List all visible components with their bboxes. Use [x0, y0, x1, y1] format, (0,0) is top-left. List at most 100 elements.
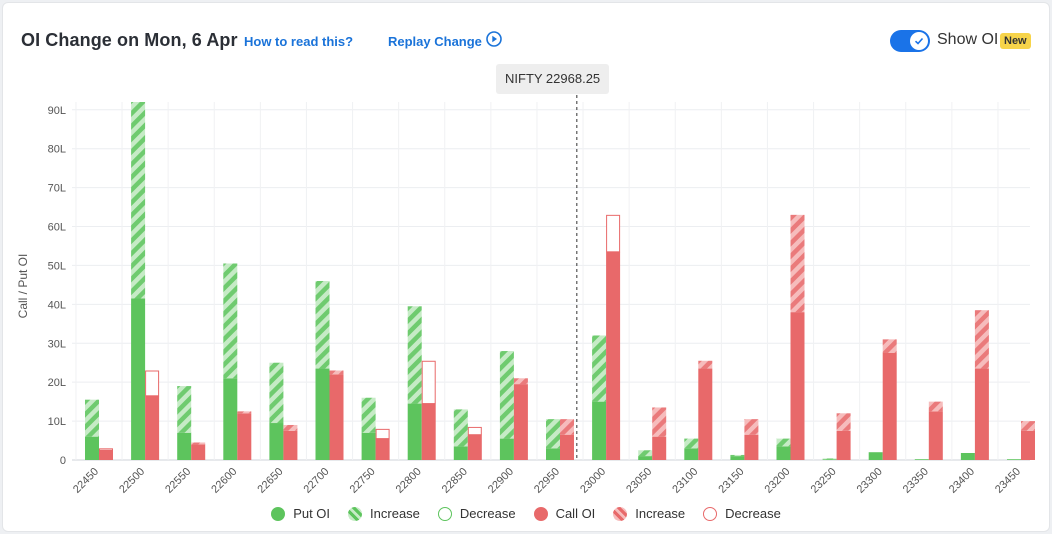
x-tick-label: 22900: [486, 466, 516, 496]
put-increase-bar: [177, 386, 192, 433]
play-circle-icon[interactable]: [486, 31, 502, 47]
call-increase-bar: [836, 413, 851, 431]
x-tick-label: 22450: [71, 466, 101, 496]
x-tick-label: 22950: [532, 466, 562, 496]
put-decrease-swatch-icon: [437, 506, 452, 521]
call-oi-bar: [1021, 430, 1035, 460]
y-tick-label: 30L: [48, 338, 66, 350]
x-tick-label: 22500: [117, 466, 147, 496]
y-tick-label: 0: [60, 455, 66, 467]
call-oi-bar: [652, 436, 667, 460]
call-increase-swatch-icon: [613, 506, 628, 521]
legend-label: Decrease: [725, 506, 781, 521]
put-oi-bar: [177, 432, 192, 460]
legend-label: Increase: [370, 506, 420, 521]
x-tick-label: 23150: [716, 466, 746, 496]
call-increase-bar: [652, 407, 667, 437]
x-tick-label: 23000: [578, 466, 608, 496]
x-tick-label: 23450: [993, 466, 1023, 496]
put-oi-bar: [453, 446, 468, 460]
put-increase-bar: [730, 454, 745, 457]
y-tick-label: 10L: [48, 416, 66, 428]
how-to-read-link[interactable]: How to read this?: [244, 34, 354, 49]
put-increase-swatch-icon: [348, 506, 363, 521]
legend-item-put-solid[interactable]: Put OI: [271, 506, 330, 521]
put-oi-bar: [776, 446, 791, 460]
put-oi-bar: [269, 423, 284, 460]
x-tick-label: 22750: [348, 466, 378, 496]
put-increase-bar: [361, 397, 376, 433]
put-oi-bar: [960, 452, 975, 460]
call-increase-bar: [513, 378, 528, 385]
put-oi-bar: [1007, 459, 1021, 460]
call-increase-bar: [928, 401, 943, 412]
chart-title: OI Change on Mon, 6 Apr: [21, 30, 238, 50]
check-icon: [910, 32, 928, 50]
spot-price-label: NIFTY 22968.25: [496, 64, 610, 94]
x-tick-label: 23200: [763, 466, 793, 496]
x-tick-label: 23300: [855, 466, 885, 496]
y-axis-label: Call / Put OI: [16, 254, 30, 319]
call-oi-bar: [375, 438, 390, 460]
call-oi-bar: [421, 403, 436, 460]
call-increase-bar: [1021, 421, 1035, 431]
put-oi-bar: [546, 448, 560, 460]
put-increase-bar: [407, 306, 422, 404]
put-increase-bar: [85, 399, 99, 437]
x-tick-label: 22550: [163, 466, 193, 496]
put-increase-bar: [131, 102, 146, 299]
show-oi-label: Show OI: [937, 31, 999, 48]
put-increase-bar: [546, 419, 560, 449]
call-solid-swatch-icon: [533, 506, 548, 521]
call-increase-bar: [882, 339, 897, 353]
call-oi-bar: [744, 434, 759, 460]
legend-item-put-increase[interactable]: Increase: [348, 506, 420, 521]
put-increase-bar: [499, 351, 514, 439]
call-oi-bar: [283, 430, 298, 460]
legend-item-put-decrease[interactable]: Decrease: [437, 506, 516, 521]
put-increase-bar: [592, 335, 607, 402]
put-increase-bar: [638, 450, 653, 457]
call-oi-bar: [467, 434, 482, 460]
call-increase-bar: [560, 419, 574, 435]
call-increase-bar: [790, 214, 805, 313]
put-oi-bar: [131, 298, 146, 460]
call-increase-bar: [283, 424, 298, 431]
legend-item-call-increase[interactable]: Increase: [613, 506, 685, 521]
x-tick-label: 23400: [947, 466, 977, 496]
put-oi-bar: [407, 403, 422, 460]
call-increase-bar: [237, 411, 252, 414]
legend-label: Call OI: [555, 506, 596, 521]
call-oi-bar: [606, 251, 621, 460]
put-oi-bar: [85, 436, 99, 460]
x-tick-label: 22800: [394, 466, 424, 496]
call-oi-bar: [928, 411, 943, 460]
call-increase-bar: [974, 310, 989, 369]
call-decrease-bar: [375, 428, 390, 440]
legend-item-call-solid[interactable]: Call OI: [533, 506, 596, 521]
replay-change-link[interactable]: Replay Change: [388, 34, 482, 49]
legend-label: Increase: [635, 506, 686, 521]
x-tick-label: 23100: [670, 466, 700, 496]
y-tick-label: 60L: [48, 222, 66, 234]
legend-label: Put OI: [293, 506, 331, 521]
put-increase-bar: [315, 281, 330, 369]
put-increase-bar: [453, 409, 468, 447]
put-oi-bar: [914, 459, 929, 460]
show-oi-toggle[interactable]: [890, 30, 930, 52]
y-tick-label: 20L: [48, 377, 66, 389]
call-decrease-bar: [421, 360, 436, 405]
call-decrease-swatch-icon: [703, 506, 718, 521]
call-increase-bar: [698, 360, 713, 369]
put-oi-bar: [684, 448, 699, 460]
x-tick-label: 22600: [209, 466, 239, 496]
legend-item-call-decrease[interactable]: Decrease: [703, 506, 781, 521]
put-oi-bar: [315, 368, 330, 460]
call-oi-bar: [99, 450, 113, 460]
call-decrease-bar: [467, 426, 482, 436]
put-increase-bar: [684, 438, 699, 449]
call-oi-bar: [145, 395, 160, 460]
put-oi-bar: [499, 438, 514, 460]
call-oi-bar: [698, 368, 713, 460]
